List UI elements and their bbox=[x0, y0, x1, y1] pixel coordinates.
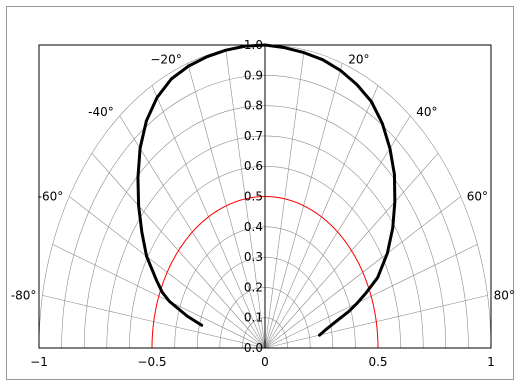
angle-label: 20° bbox=[348, 52, 369, 66]
axes-layer bbox=[38, 44, 492, 349]
angle-label: -60° bbox=[38, 190, 64, 204]
radial-tick-label: 0.6 bbox=[244, 159, 263, 173]
angle-label: -80° bbox=[11, 288, 37, 302]
angle-label: −20° bbox=[150, 52, 181, 66]
series-line bbox=[136, 43, 397, 337]
radial-tick-label: 0.4 bbox=[244, 220, 263, 234]
radial-tick-label: 0.5 bbox=[244, 190, 263, 204]
radial-tick-label: 0.7 bbox=[244, 129, 263, 143]
angle-label: -40° bbox=[88, 105, 114, 119]
radial-tick-label: 0.8 bbox=[244, 99, 263, 113]
angle-label: 60° bbox=[467, 190, 488, 204]
polar-chart: 0.0 0.1 0.2 0.3 0.4 0.5 0.6 0.7 0.8 0.9 1.0 −1 −0.5 0… bbox=[11, 38, 515, 369]
radial-tick-label: 0.3 bbox=[244, 250, 263, 264]
radial-tick-label: 0.1 bbox=[244, 311, 263, 325]
radial-tick-label: 0.9 bbox=[244, 68, 263, 82]
x-tick-label: −0.5 bbox=[137, 355, 166, 369]
radial-tick-label: 0.2 bbox=[244, 280, 263, 294]
x-tick-label: 0.5 bbox=[368, 355, 387, 369]
x-tick-label: −1 bbox=[30, 355, 48, 369]
x-tick-label: 0 bbox=[261, 355, 269, 369]
radial-tick-label: 1.0 bbox=[244, 38, 263, 52]
labels-layer: 0.0 0.1 0.2 0.3 0.4 0.5 0.6 0.7 0.8 0.9 1.0 −1 −0.5 0… bbox=[11, 38, 515, 369]
angle-label: 40° bbox=[416, 105, 437, 119]
radial-tick-label: 0.0 bbox=[244, 341, 263, 355]
series-layer bbox=[136, 43, 397, 337]
x-tick-label: 1 bbox=[487, 355, 495, 369]
chart-frame: 0.0 0.1 0.2 0.3 0.4 0.5 0.6 0.7 0.8 0.9 1.0 −1 −0.5 0… bbox=[6, 6, 515, 380]
angle-label: 80° bbox=[494, 288, 515, 302]
